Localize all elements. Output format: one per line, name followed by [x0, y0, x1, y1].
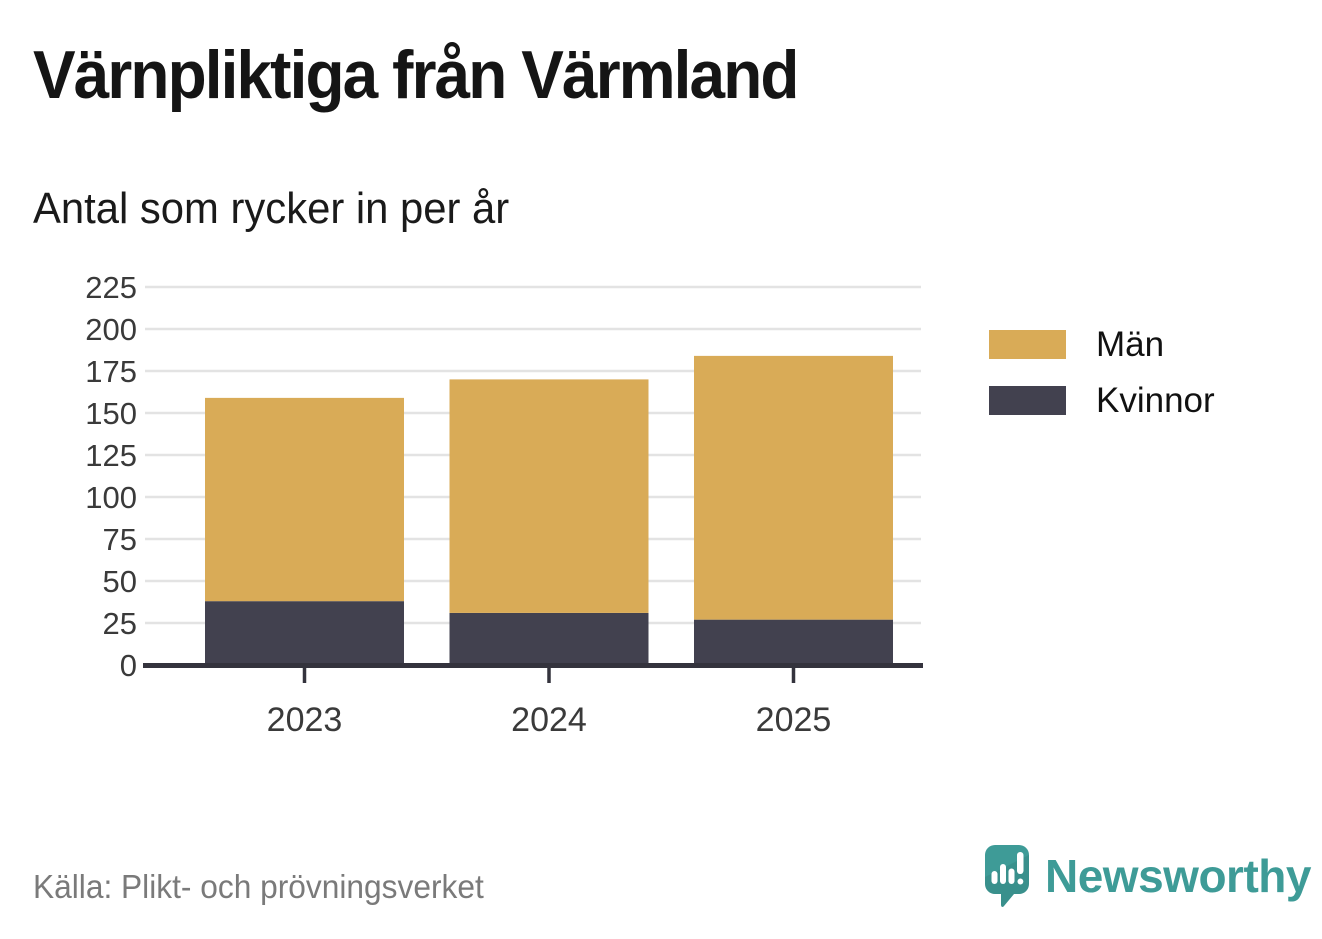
x-axis-tick-label: 2025	[756, 701, 832, 739]
newsworthy-wordmark: Newsworthy	[1045, 850, 1311, 902]
newsworthy-speech-bubble-chart-icon	[985, 845, 1029, 907]
x-axis-tick-label: 2024	[511, 701, 587, 739]
newsworthy-logo: Newsworthy	[983, 843, 1311, 921]
chart-legend: Män Kvinnor	[989, 325, 1319, 442]
x-axis-tick-label: 2023	[267, 701, 343, 739]
y-axis-tick-label: 25	[103, 606, 137, 641]
legend-label-women: Kvinnor	[1096, 380, 1215, 420]
legend-label-men: Män	[1096, 324, 1165, 364]
y-axis-tick-label: 225	[85, 270, 137, 305]
legend-item-men: Män	[989, 325, 1319, 364]
y-axis-tick-label: 0	[120, 648, 137, 683]
y-axis-tick-label: 175	[85, 354, 137, 389]
women-color-swatch	[989, 386, 1066, 415]
y-axis-tick-label: 75	[103, 522, 137, 557]
y-axis-tick-label: 200	[85, 312, 137, 347]
y-axis-tick-label: 125	[85, 438, 137, 473]
legend-item-women: Kvinnor	[989, 381, 1319, 420]
men-color-swatch	[989, 330, 1066, 359]
source-attribution: Källa: Plikt- och prövningsverket	[33, 868, 484, 905]
y-axis-tick-label: 50	[103, 564, 137, 599]
y-axis-tick-label: 100	[85, 480, 137, 515]
chart-title: Värnpliktiga från Värmland	[33, 37, 799, 113]
y-axis-tick-label: 150	[85, 396, 137, 431]
chart-subtitle: Antal som rycker in per år	[33, 184, 510, 233]
